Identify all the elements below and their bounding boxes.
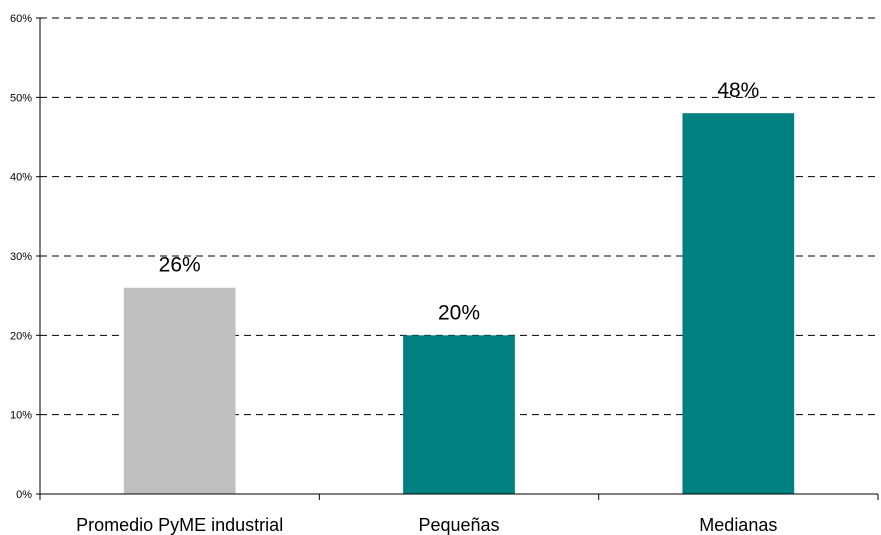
bar (403, 335, 515, 494)
data-label: 20% (438, 301, 480, 324)
bars (123, 113, 795, 494)
y-tick-label: 30% (10, 251, 32, 263)
x-tick-label: Medianas (699, 515, 777, 535)
bar (123, 287, 236, 494)
y-tick-label: 50% (10, 92, 32, 104)
bar (682, 113, 795, 494)
y-tick-label: 60% (10, 13, 32, 25)
data-label: 48% (717, 79, 759, 102)
axes (36, 17, 879, 500)
x-tick-label: Promedio PyME industrial (76, 515, 283, 535)
y-tick-label: 0% (16, 489, 32, 501)
labels: 0% 10% 20% 30% 40% 50% 60% 26% Promedio PyME ind… (10, 13, 777, 535)
y-tick-label: 20% (10, 330, 32, 342)
data-label: 26% (159, 254, 201, 277)
y-tick-label: 40% (10, 172, 32, 184)
y-tick-label: 10% (10, 410, 32, 422)
x-tick-label: Pequeñas (418, 515, 499, 535)
